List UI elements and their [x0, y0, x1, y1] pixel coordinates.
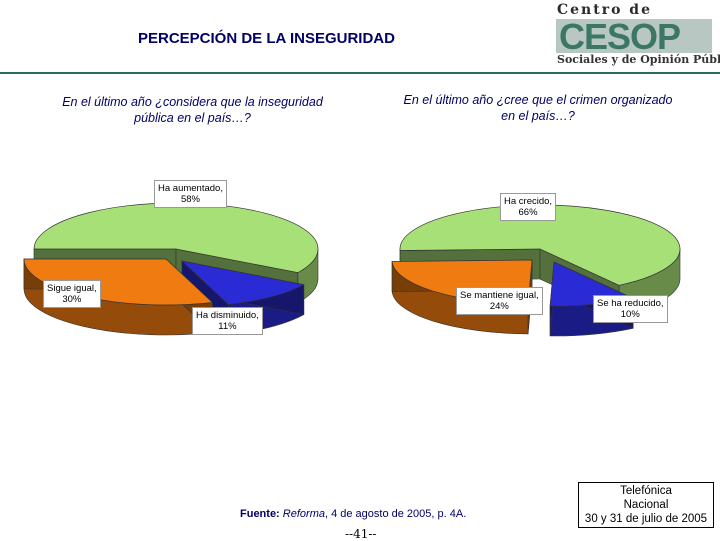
slice-value: 11% [218, 321, 236, 332]
slice-label: Se mantiene igual, [460, 290, 539, 301]
slice-label: Se ha reducido, [597, 298, 664, 309]
slice-label: Sigue igual, [47, 283, 97, 294]
chart1-label-aumentado: Ha aumentado, 58% [154, 180, 227, 208]
source-reference: Reforma [283, 508, 325, 520]
survey-note-line: 30 y 31 de julio de 2005 [579, 512, 713, 526]
slice-label: Ha disminuido, [196, 310, 259, 321]
slice-label: Ha aumentado, [158, 183, 223, 194]
chart2-label-crecido: Ha crecido, 66% [500, 193, 556, 221]
chart2-label-mantiene: Se mantiene igual, 24% [456, 287, 543, 315]
survey-note-line: Nacional [579, 498, 713, 512]
slice-label: Ha crecido, [504, 196, 552, 207]
source-citation: Fuente: Reforma, 4 de agosto de 2005, p.… [240, 508, 466, 520]
slice-value: 10% [621, 309, 640, 320]
slice-value: 66% [519, 207, 538, 218]
chart1-label-disminuido: Ha disminuido, 11% [192, 307, 263, 335]
chart2-label-reducido: Se ha reducido, 10% [593, 295, 668, 323]
chart1-label-sigue-igual: Sigue igual, 30% [43, 280, 101, 308]
source-label: Fuente: [240, 508, 280, 520]
source-details: , 4 de agosto de 2005, p. 4A. [325, 508, 466, 520]
slice-value: 58% [181, 194, 200, 205]
page-number: --41-- [345, 527, 377, 541]
pie-chart-1 [24, 203, 318, 335]
survey-note: Telefónica Nacional 30 y 31 de julio de … [578, 482, 714, 528]
slice-value: 30% [62, 294, 81, 305]
slice-value: 24% [490, 301, 509, 312]
survey-note-line: Telefónica [579, 484, 713, 498]
